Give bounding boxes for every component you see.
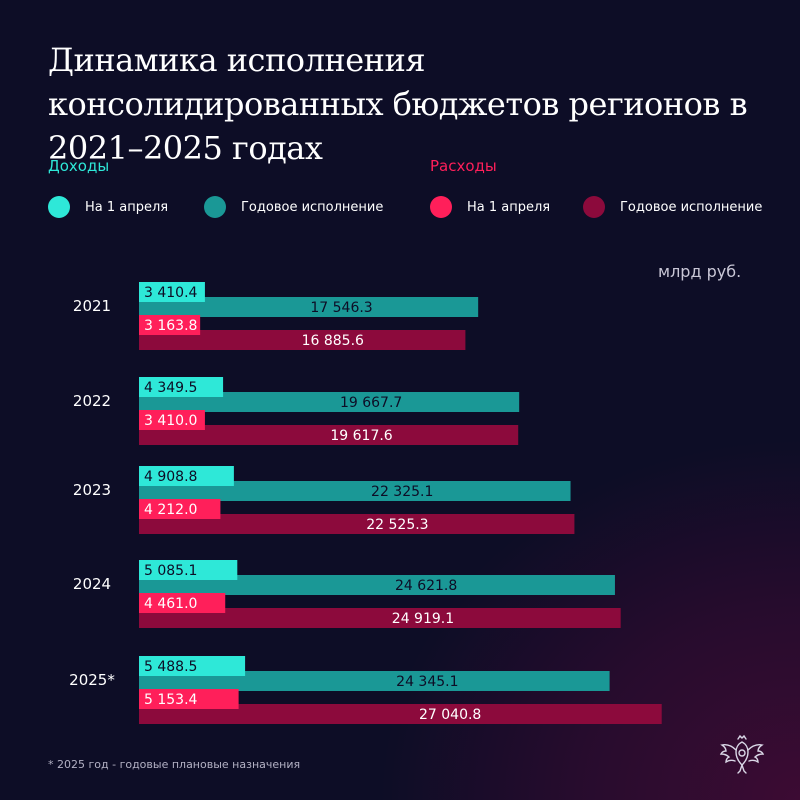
category-label: 2022 xyxy=(73,392,111,410)
data-label: 24 345.1 xyxy=(396,674,458,690)
bar-income-annual xyxy=(139,481,571,501)
data-label: 5 488.5 xyxy=(144,659,197,675)
data-label: 4 349.5 xyxy=(144,380,197,396)
bar-income-annual xyxy=(139,671,610,691)
legend-expense-annual-label: Годовое исполнение xyxy=(620,199,763,215)
data-label: 17 546.3 xyxy=(310,300,372,316)
bar-expense-april xyxy=(139,593,226,613)
bar-income-annual xyxy=(139,392,520,412)
bar-income-annual xyxy=(139,297,479,317)
legend-income-title: Доходы xyxy=(48,157,110,175)
category-label: 2024 xyxy=(73,575,111,593)
data-label: 24 621.8 xyxy=(395,578,457,594)
data-label: 5 085.1 xyxy=(144,563,197,579)
legend-expense-annual: Годовое исполнение xyxy=(583,195,762,219)
bar-expense-annual xyxy=(139,608,621,628)
legend-income-annual-swatch xyxy=(204,196,226,218)
legend-income-annual-label: Годовое исполнение xyxy=(241,199,384,215)
data-label: 27 040.8 xyxy=(419,707,481,723)
bar-expense-annual xyxy=(139,330,466,350)
data-label: 24 919.1 xyxy=(392,611,454,627)
bar-income-april xyxy=(139,282,205,302)
legend-expense-april: На 1 апреля xyxy=(430,195,550,219)
data-label: 3 163.8 xyxy=(144,318,197,334)
legend-income-april: На 1 апреля xyxy=(48,195,168,219)
legend-income-april-label: На 1 апреля xyxy=(85,199,169,215)
bar-income-april xyxy=(139,377,224,397)
bar-expense-annual xyxy=(139,425,519,445)
data-label: 3 410.4 xyxy=(144,285,198,301)
unit-label: млрд руб. xyxy=(658,262,742,281)
category-label: 2021 xyxy=(73,297,111,315)
bar-income-annual xyxy=(139,575,615,595)
bar-income-april xyxy=(139,466,234,486)
bar-expense-april xyxy=(139,499,221,519)
legend-expense-april-swatch xyxy=(430,196,452,218)
bar-expense-april xyxy=(139,410,205,430)
bar-expense-april xyxy=(139,689,239,709)
bar-expense-annual xyxy=(139,704,662,724)
eagle-emblem-icon xyxy=(719,734,765,774)
bar-income-april xyxy=(139,656,246,676)
data-label: 16 885.6 xyxy=(302,333,364,349)
data-label: 4 212.0 xyxy=(144,502,197,518)
footnote: * 2025 год - годовые плановые назначения xyxy=(48,758,301,771)
chart-title: Динамика исполнения консолидированных бю… xyxy=(48,41,748,167)
data-label: 5 153.4 xyxy=(144,692,198,708)
bar-expense-annual xyxy=(139,514,575,534)
data-label: 22 525.3 xyxy=(366,517,428,533)
category-label: 2023 xyxy=(73,481,111,499)
legend-income-annual: Годовое исполнение xyxy=(204,195,383,219)
legend-expense-april-label: На 1 апреля xyxy=(467,199,551,215)
data-label: 19 667.7 xyxy=(340,395,402,411)
data-label: 4 461.0 xyxy=(144,596,197,612)
bar-income-april xyxy=(139,560,238,580)
legend-income-april-swatch xyxy=(48,196,70,218)
data-label: 3 410.0 xyxy=(144,413,197,429)
data-label: 19 617.6 xyxy=(330,428,392,444)
legend-expense-annual-swatch xyxy=(583,196,605,218)
data-label: 22 325.1 xyxy=(371,484,433,500)
legend-expense-title: Расходы xyxy=(430,157,497,175)
data-label: 4 908.8 xyxy=(144,469,197,485)
bar-expense-april xyxy=(139,315,201,335)
category-label: 2025* xyxy=(69,671,115,689)
